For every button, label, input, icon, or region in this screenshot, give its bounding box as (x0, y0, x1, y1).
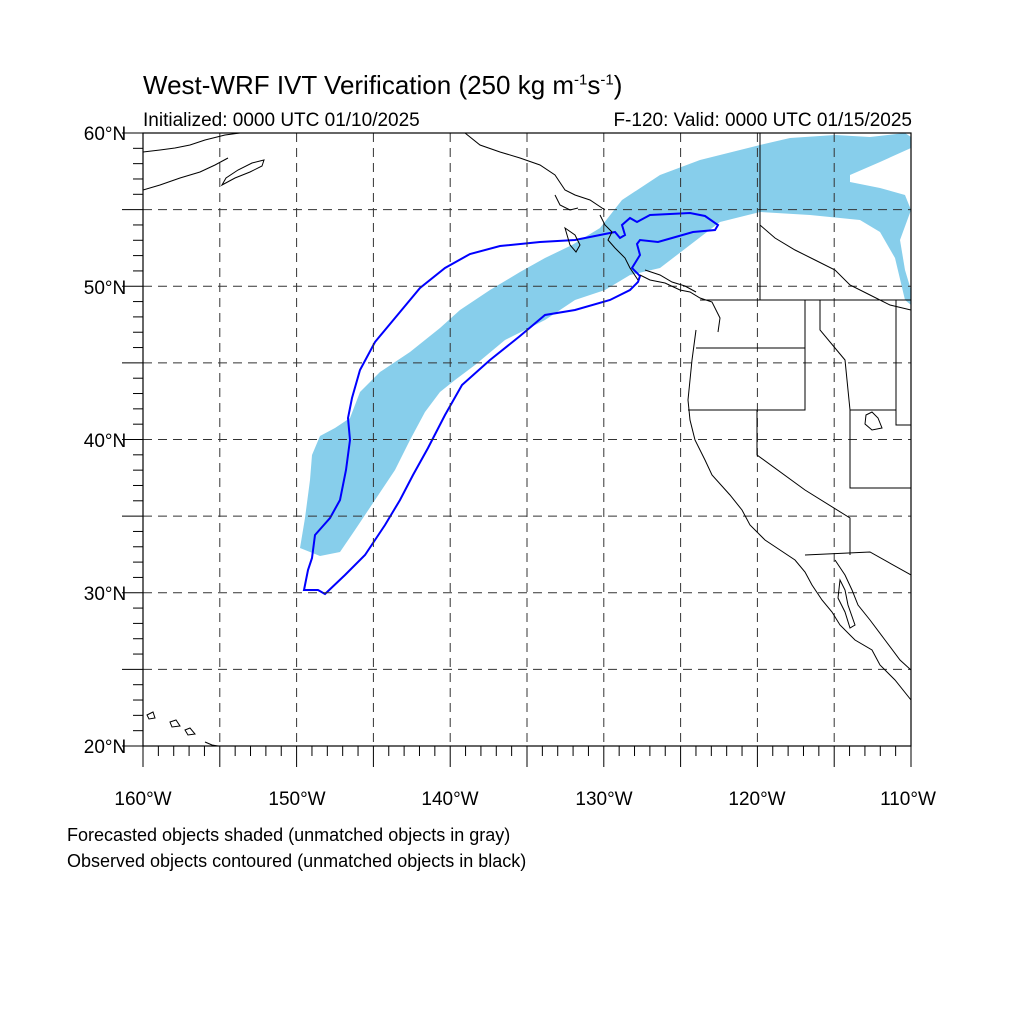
lon-labels: 160°W 150°W 140°W 130°W 120°W 110°W (114, 789, 936, 810)
lon-label-160w: 160°W (114, 789, 171, 810)
map-title: West-WRF IVT Verification (250 kg m-1s-1… (143, 70, 622, 101)
caption-forecast: Forecasted objects shaded (unmatched obj… (67, 825, 511, 845)
lat-label-30: 30°N (84, 584, 126, 605)
lon-label-140w: 140°W (421, 789, 478, 810)
title-main: West-WRF IVT Verification (250 kg m (143, 70, 575, 100)
lat-label-50: 50°N (84, 278, 126, 299)
lat-label-40: 40°N (84, 431, 126, 452)
lat-label-20: 20°N (84, 737, 126, 758)
forecast-ivt-object (300, 133, 911, 556)
lon-label-130w: 130°W (575, 789, 632, 810)
title-sup-2: -1 (600, 71, 614, 89)
caption-observed: Observed objects contoured (unmatched ob… (67, 851, 527, 871)
title-sup-1: -1 (574, 71, 588, 89)
valid-time: F-120: Valid: 0000 UTC 01/15/2025 (613, 110, 912, 131)
axis-ticks (122, 132, 912, 767)
title-mid: s (587, 70, 601, 100)
lon-label-110w: 110°W (880, 789, 936, 810)
lat-label-60: 60°N (84, 124, 126, 145)
map-gridlines (143, 133, 911, 746)
title-close: ) (613, 70, 623, 100)
lat-labels: 60°N 50°N 40°N 30°N 20°N (84, 124, 126, 758)
lon-label-150w: 150°W (268, 789, 325, 810)
initialized-time: Initialized: 0000 UTC 01/10/2025 (143, 110, 420, 131)
coastlines (143, 133, 911, 746)
lon-label-120w: 120°W (728, 789, 785, 810)
